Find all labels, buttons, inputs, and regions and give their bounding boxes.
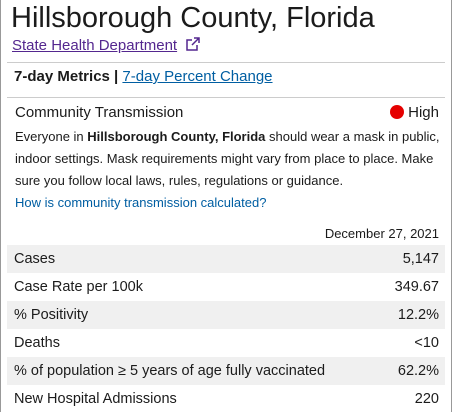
metric-name: % Positivity <box>14 307 89 323</box>
msg-text: Everyone in <box>15 129 88 144</box>
metric-name: New Hospital Admissions <box>14 391 177 407</box>
metric-value: 12.2% <box>397 307 439 323</box>
transmission-level: High <box>390 104 439 121</box>
metric-name: Case Rate per 100k <box>14 279 143 295</box>
metric-value: 220 <box>414 391 439 407</box>
metric-value: 5,147 <box>402 251 439 267</box>
external-icon <box>186 37 201 51</box>
tab-separator: | <box>114 68 119 85</box>
metric-row: % Positivity 12.2% <box>7 301 445 329</box>
metric-value: <10 <box>414 335 439 351</box>
level-dot <box>390 105 405 119</box>
page-title: Hillsborough County, Florida <box>11 2 375 34</box>
metric-name: % of population ≥ 5 years of age fully v… <box>14 363 326 379</box>
info-link[interactable]: How is community transmission calculated… <box>15 195 267 210</box>
dept-link[interactable]: State Health Department <box>12 37 178 54</box>
dept-link-wrap: State Health Department <box>12 37 201 54</box>
metric-name: Cases <box>14 251 56 267</box>
metric-row: % of population ≥ 5 years of age fully v… <box>7 357 445 385</box>
level-text: High <box>408 104 439 121</box>
metric-row: New Hospital Admissions 220 <box>7 385 445 413</box>
message: Everyone in Hillsborough County, Florida… <box>15 126 445 192</box>
divider <box>7 62 445 63</box>
transmission-label: Community Transmission <box>15 104 184 121</box>
metric-value: 62.2% <box>397 363 439 379</box>
tab-link[interactable]: 7-day Percent Change <box>122 68 273 85</box>
msg-county: Hillsborough County, Florida <box>87 129 266 144</box>
metric-row: Deaths <10 <box>7 329 445 357</box>
msg-text: should wear a mask in public, indoor set… <box>15 129 440 188</box>
metric-name: Deaths <box>14 335 60 351</box>
metric-value: 349.67 <box>394 279 439 295</box>
date: December 27, 2021 <box>324 226 439 241</box>
metric-row: Case Rate per 100k 349.67 <box>7 273 445 301</box>
tabs: 7-day Metrics | 7-day Percent Change <box>14 68 273 85</box>
tab-active[interactable]: 7-day Metrics <box>14 68 110 85</box>
metric-row: Cases 5,147 <box>7 245 445 273</box>
metrics-box: Community Transmission High Everyone in … <box>7 97 445 412</box>
